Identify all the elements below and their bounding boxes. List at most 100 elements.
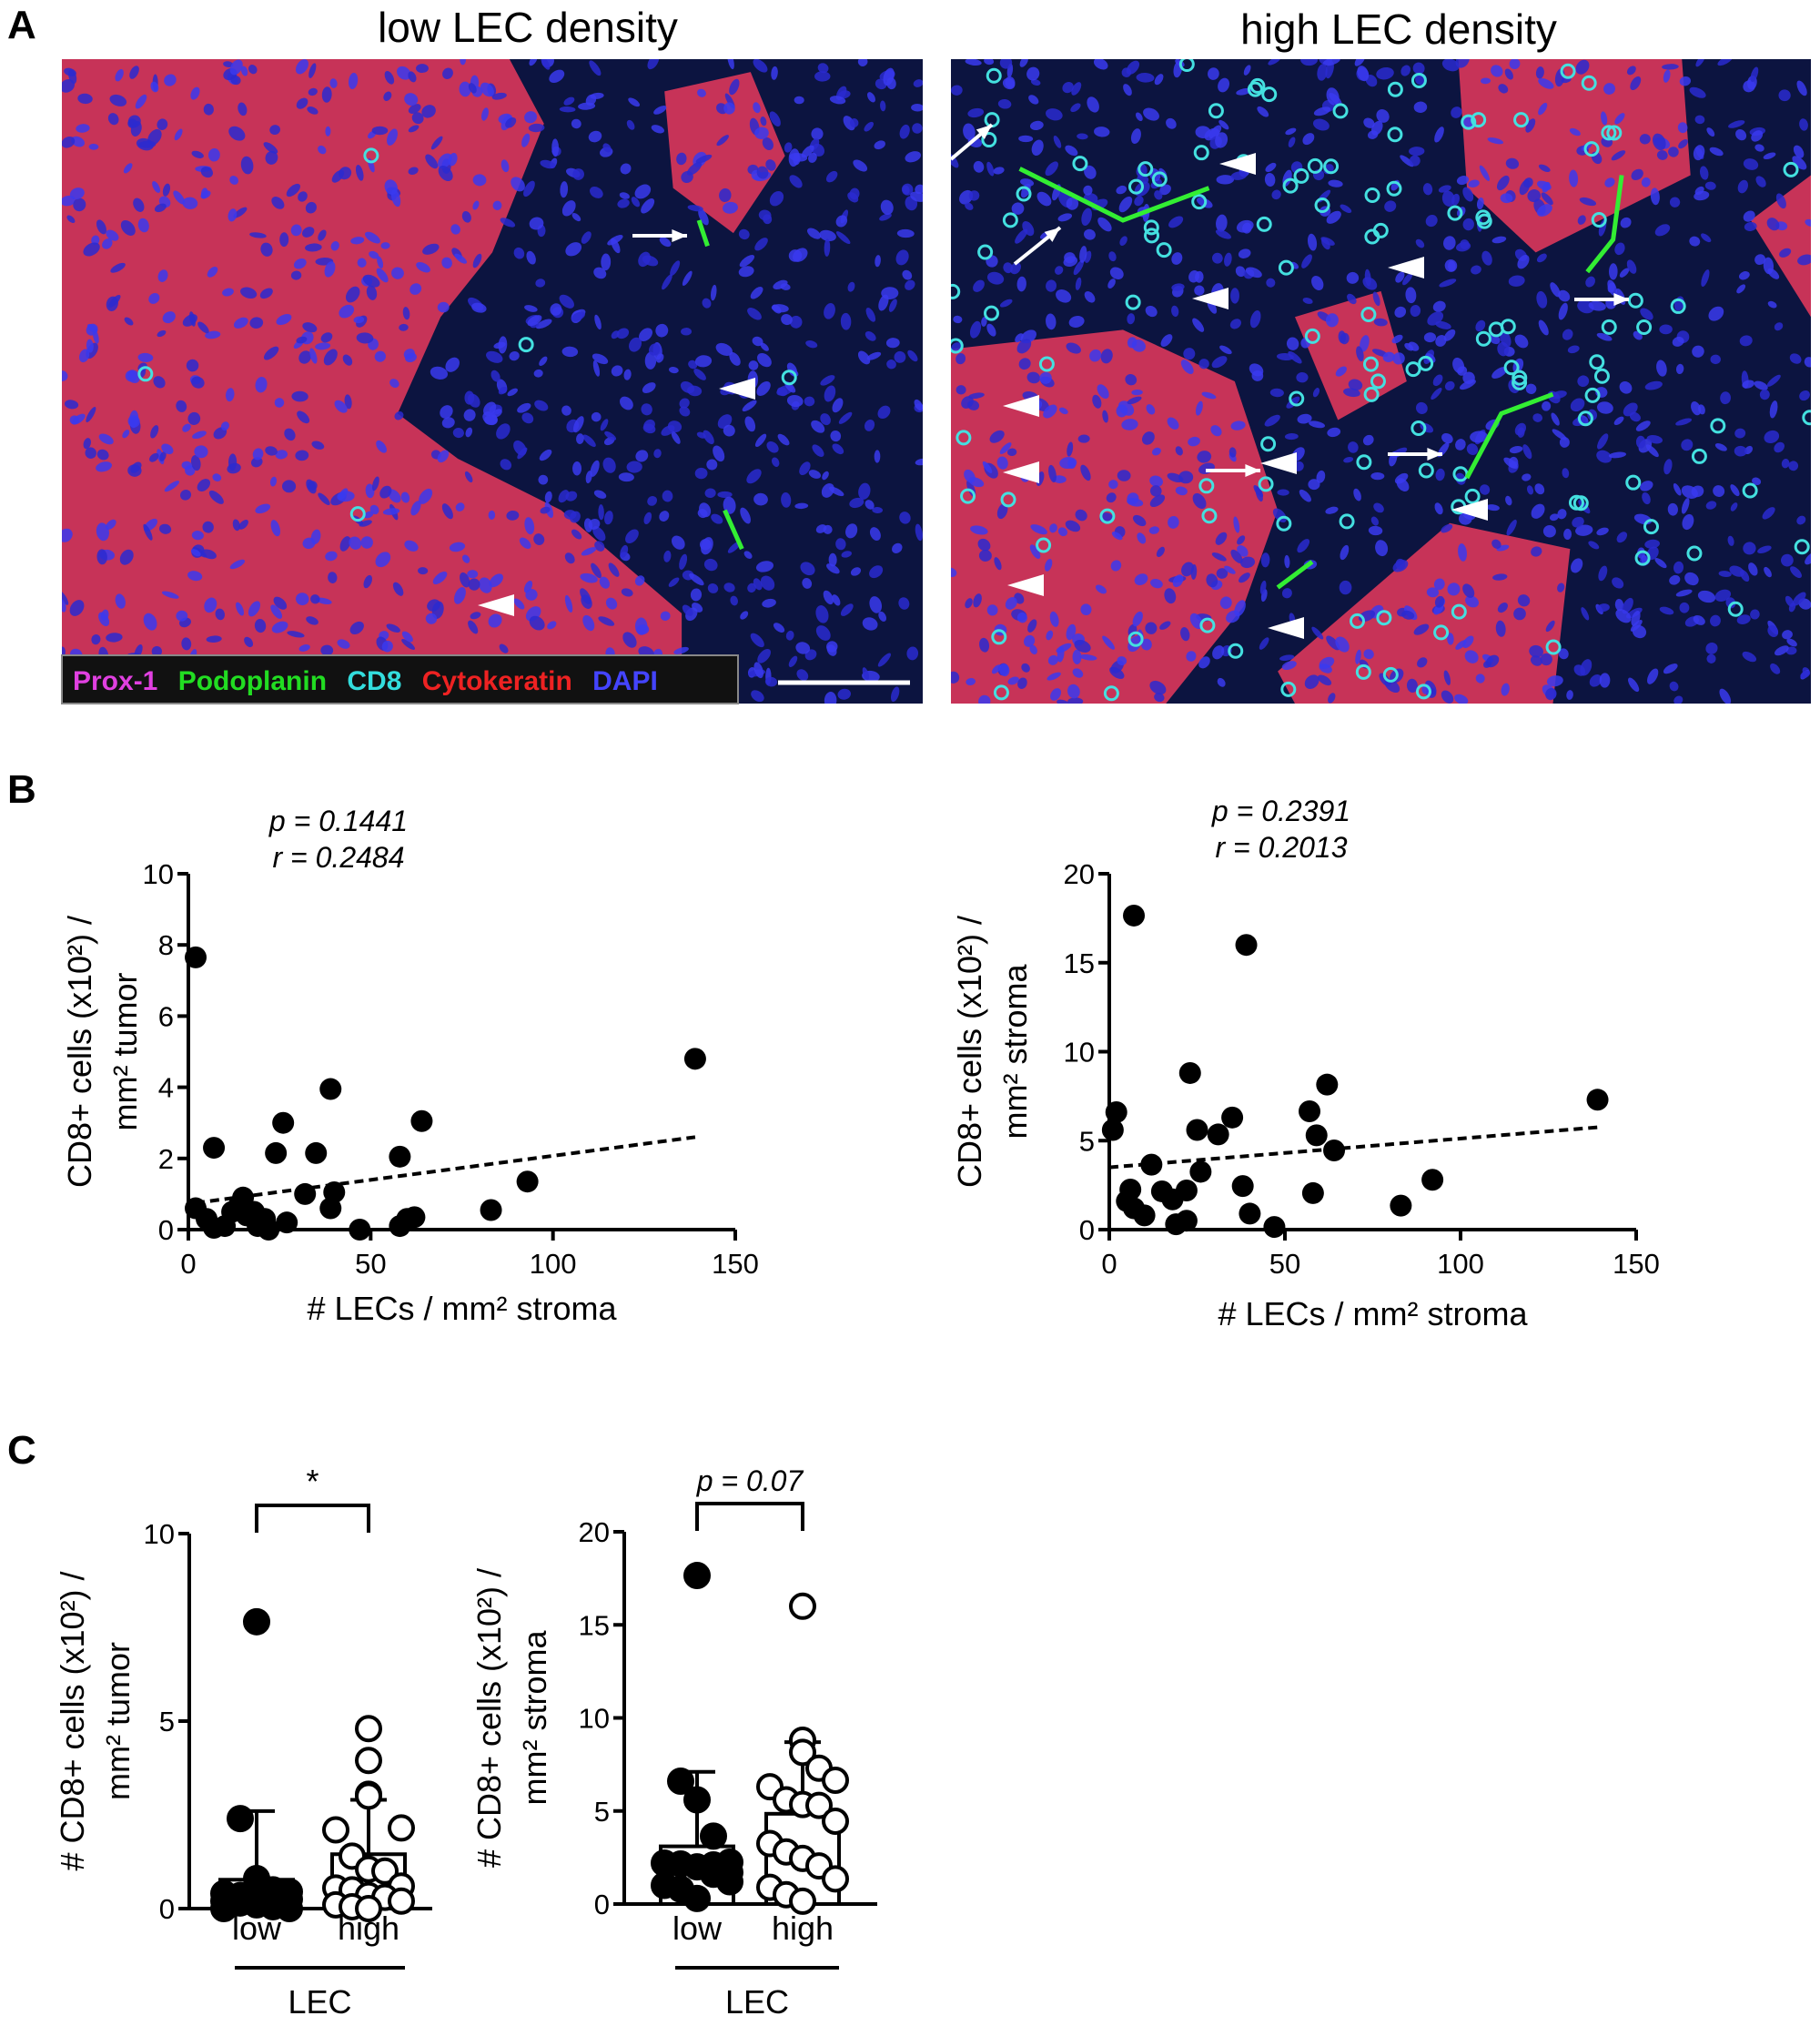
nucleus: [1433, 578, 1445, 591]
nucleus: [1599, 673, 1611, 688]
nucleus: [1288, 137, 1296, 147]
cd8-cell: [1634, 550, 1651, 566]
nucleus: [1475, 319, 1486, 332]
cd8-cell: [1451, 603, 1467, 620]
nucleus: [571, 212, 581, 222]
nucleus: [181, 637, 192, 651]
nucleus: [1789, 353, 1802, 364]
nucleus: [1194, 285, 1205, 296]
nucleus: [1167, 417, 1179, 430]
nucleus: [263, 346, 279, 360]
nucleus: [1195, 270, 1204, 283]
nucleus: [541, 59, 551, 70]
nucleus: [1640, 481, 1653, 491]
nucleus: [382, 508, 400, 515]
nucleus: [1312, 118, 1330, 131]
nucleus: [594, 314, 602, 329]
nucleus: [1458, 543, 1467, 562]
nucleus: [1080, 464, 1091, 481]
nucleus: [1714, 442, 1727, 451]
nucleus: [1236, 219, 1254, 233]
nucleus: [1669, 574, 1681, 585]
nucleus: [1145, 622, 1158, 634]
nucleus: [1728, 120, 1745, 128]
nucleus: [498, 336, 508, 354]
lymphatic-vessel: [696, 219, 710, 248]
nucleus: [359, 520, 372, 527]
nucleus: [1348, 441, 1359, 453]
nucleus: [981, 317, 987, 327]
nucleus: [1766, 374, 1781, 387]
nucleus: [101, 609, 109, 621]
data-point: [355, 1715, 382, 1743]
nucleus: [401, 631, 413, 643]
nucleus: [328, 572, 338, 583]
nucleus: [260, 242, 273, 257]
nucleus: [956, 385, 966, 395]
nucleus: [120, 219, 136, 236]
stat-annotation: r = 0.2013: [1216, 831, 1348, 864]
nucleus: [350, 237, 365, 245]
nucleus: [1317, 64, 1328, 81]
nucleus: [1706, 127, 1715, 137]
nucleus: [1422, 183, 1433, 196]
cd8-cell: [1360, 306, 1377, 322]
nucleus: [425, 154, 439, 169]
nucleus: [1362, 434, 1374, 446]
nucleus: [1454, 694, 1469, 704]
nucleus: [1326, 635, 1340, 651]
nucleus: [438, 153, 452, 169]
group-label: LEC: [725, 1983, 789, 2021]
nucleus: [723, 201, 738, 214]
nucleus: [411, 112, 424, 125]
nucleus: [812, 444, 824, 457]
nucleus: [704, 488, 716, 499]
nucleus: [1188, 436, 1200, 447]
nucleus: [1736, 284, 1746, 294]
nucleus: [729, 78, 740, 96]
nucleus: [618, 472, 634, 482]
nucleus: [717, 491, 733, 499]
nucleus: [1423, 332, 1437, 343]
nucleus: [295, 59, 308, 75]
significance-bracket: [695, 1502, 804, 1531]
nucleus: [769, 111, 781, 127]
nucleus: [608, 562, 620, 577]
nucleus: [1444, 380, 1455, 391]
nucleus: [229, 559, 246, 570]
nucleus: [1656, 360, 1667, 377]
nucleus: [190, 549, 201, 557]
cd8-cell: [1560, 63, 1576, 79]
nucleus: [1026, 371, 1041, 384]
nucleus: [620, 163, 632, 175]
nucleus: [62, 370, 68, 381]
nucleus: [1328, 693, 1336, 704]
nucleus: [1058, 407, 1068, 415]
nucleus: [1030, 524, 1047, 535]
nucleus: [416, 261, 430, 273]
nucleus: [1302, 298, 1313, 304]
nucleus: [470, 612, 481, 620]
cd8-cell: [1278, 259, 1294, 276]
nucleus: [521, 133, 531, 147]
nucleus: [1353, 488, 1361, 501]
nucleus: [306, 616, 318, 625]
arrow-icon: [1245, 463, 1260, 478]
nucleus: [838, 411, 853, 424]
nucleus: [534, 400, 549, 411]
nucleus: [290, 224, 302, 237]
nucleus: [589, 60, 602, 76]
nucleus: [115, 68, 124, 82]
nucleus: [1230, 420, 1246, 431]
nucleus: [1281, 661, 1297, 671]
nucleus: [1531, 546, 1542, 557]
nucleus: [599, 576, 611, 589]
nucleus: [1455, 439, 1466, 451]
cd8-cell: [1127, 178, 1144, 195]
nucleus: [1372, 291, 1380, 307]
nucleus: [837, 688, 852, 700]
nucleus: [1089, 349, 1102, 362]
nucleus: [437, 301, 450, 313]
nucleus: [1441, 190, 1455, 207]
arrowhead-icon: [478, 594, 514, 616]
